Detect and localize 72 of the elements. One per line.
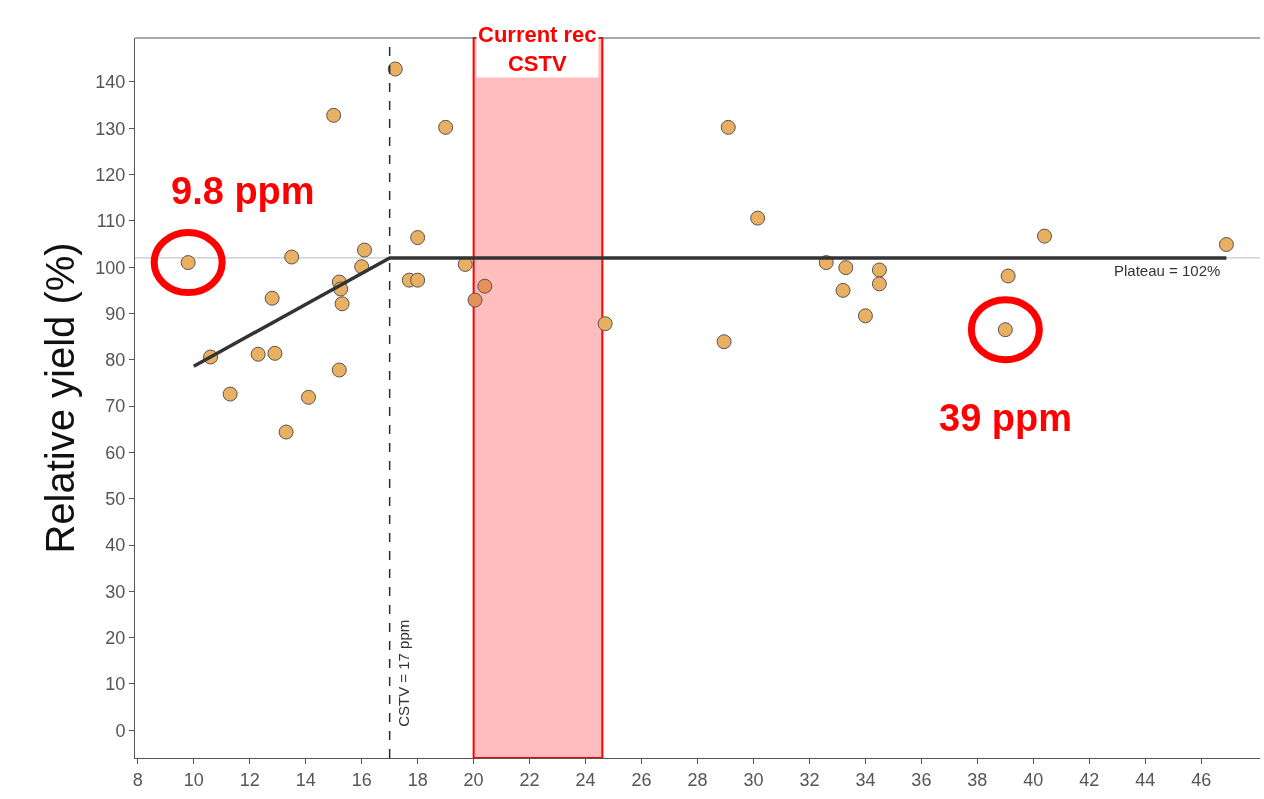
y-tick-label: 100	[95, 257, 126, 278]
point	[716, 334, 732, 350]
annotation: 39 ppm	[939, 397, 1073, 439]
point	[326, 107, 342, 123]
point	[267, 345, 283, 361]
ref-line-label: Plateau = 102%	[1114, 262, 1221, 279]
y-tick-label: 120	[95, 164, 126, 185]
point	[387, 61, 403, 77]
annotation: 9.8 ppm	[171, 170, 315, 212]
x-tick-label: 16	[351, 769, 372, 790]
point	[1037, 228, 1053, 244]
x-tick-label: 46	[1191, 769, 1212, 790]
x-tick-label: 18	[407, 769, 428, 790]
point	[477, 278, 493, 294]
point	[871, 276, 887, 292]
x-tick-label: 8	[132, 769, 143, 790]
y-tick-label: 20	[105, 627, 126, 648]
point	[720, 119, 736, 135]
point	[997, 322, 1013, 338]
x-tick-label: 12	[239, 769, 260, 790]
y-tick-label: 10	[105, 674, 126, 695]
x-tick-label: 38	[967, 769, 988, 790]
point	[301, 389, 317, 405]
x-tick-label: 22	[519, 769, 540, 790]
y-tick-label: 60	[105, 442, 126, 463]
x-tick-label: 34	[855, 769, 876, 790]
y-tick-label: 140	[95, 72, 126, 93]
y-tick-label: 0	[115, 720, 126, 741]
point	[597, 316, 613, 332]
x-tick-label: 42	[1079, 769, 1100, 790]
point	[250, 346, 266, 362]
x-tick-label: 32	[799, 769, 820, 790]
x-tick-label: 36	[911, 769, 932, 790]
x-tick-label: 28	[687, 769, 708, 790]
x-tick-label: 20	[463, 769, 484, 790]
point	[410, 230, 426, 246]
point	[871, 262, 887, 278]
point	[438, 119, 454, 135]
point	[1218, 237, 1234, 252]
x-tick-label: 10	[183, 769, 204, 790]
x-tick-label: 14	[295, 769, 316, 790]
y-tick-label: 40	[105, 535, 126, 556]
point	[356, 242, 372, 258]
y-tick-label: 50	[105, 489, 126, 510]
point	[334, 296, 350, 312]
x-tick-label: 40	[1023, 769, 1044, 790]
point	[467, 292, 483, 308]
point	[264, 290, 280, 306]
point	[284, 249, 300, 265]
point	[222, 386, 238, 402]
point	[410, 272, 426, 288]
point	[331, 362, 347, 378]
ref-line-label: CSTV = 17 ppm	[395, 619, 413, 727]
point	[1000, 268, 1016, 284]
point	[838, 260, 854, 276]
x-tick-label: 24	[575, 769, 596, 790]
y-tick-label: 130	[95, 118, 126, 139]
point	[857, 308, 873, 324]
point	[278, 424, 294, 440]
y-tick-label: 90	[105, 303, 126, 324]
y-axis-title: Relative yield (%)	[37, 242, 82, 554]
x-tick-label: 44	[1135, 769, 1156, 790]
y-tick-label: 70	[105, 396, 126, 417]
band-label: Current rec CSTV	[478, 22, 597, 76]
point	[750, 210, 766, 226]
y-tick-label: 110	[96, 211, 126, 232]
y-tick-label: 30	[105, 581, 126, 602]
x-tick-label: 26	[631, 769, 652, 790]
y-tick-label: 80	[105, 350, 126, 371]
x-tick-label: 30	[743, 769, 764, 790]
point	[180, 255, 196, 271]
point	[835, 282, 851, 298]
